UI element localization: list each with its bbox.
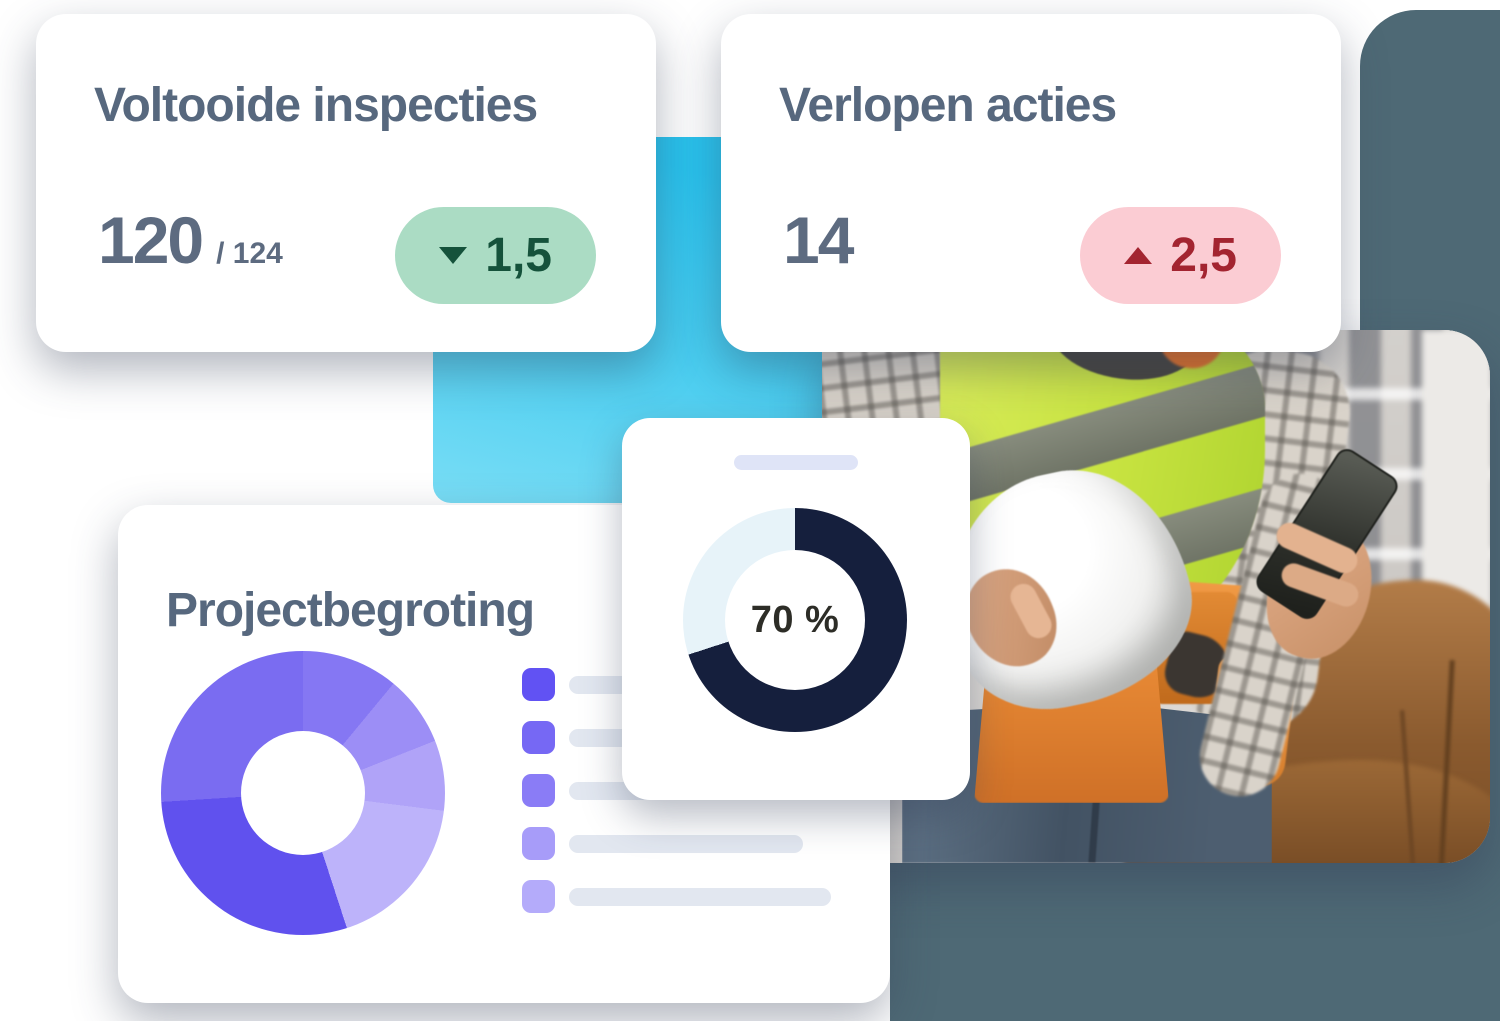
- trend-up-icon: [1124, 247, 1153, 264]
- budget-donut-chart: [161, 651, 445, 935]
- actions-card-title: Verlopen acties: [779, 79, 1117, 132]
- inspections-total: / 124: [216, 237, 283, 270]
- inspections-value: 120: [98, 203, 204, 277]
- actions-card: Verlopen acties 14 2,5: [721, 14, 1341, 352]
- actions-metric: 14: [783, 202, 854, 278]
- inspections-card: Voltooide inspecties 120 / 124 1,5: [36, 14, 656, 352]
- actions-trend-value: 2,5: [1170, 229, 1237, 282]
- progress-donut-chart: [683, 508, 907, 732]
- legend-swatch: [522, 774, 555, 807]
- inspections-card-title: Voltooide inspecties: [94, 79, 538, 132]
- legend-swatch: [522, 827, 555, 860]
- budget-card-title: Projectbegroting: [166, 584, 535, 637]
- progress-card: 70 %: [622, 418, 970, 800]
- legend-swatch: [522, 721, 555, 754]
- inspections-trend-value: 1,5: [485, 229, 552, 282]
- legend-bar-placeholder: [569, 834, 803, 853]
- inspections-metric: 120 / 124: [98, 202, 283, 278]
- title-placeholder-bar: [734, 455, 858, 470]
- legend-row: [522, 880, 831, 913]
- legend-swatch: [522, 880, 555, 913]
- progress-percentage-label: 70 %: [750, 598, 840, 641]
- actions-trend-badge: 2,5: [1080, 207, 1281, 304]
- inspections-trend-badge: 1,5: [395, 207, 596, 304]
- legend-swatch: [522, 668, 555, 701]
- actions-value: 14: [783, 203, 854, 277]
- legend-bar-placeholder: [569, 887, 831, 906]
- trend-down-icon: [439, 247, 468, 264]
- photo-building-pier: [1422, 330, 1490, 630]
- legend-row: [522, 827, 831, 860]
